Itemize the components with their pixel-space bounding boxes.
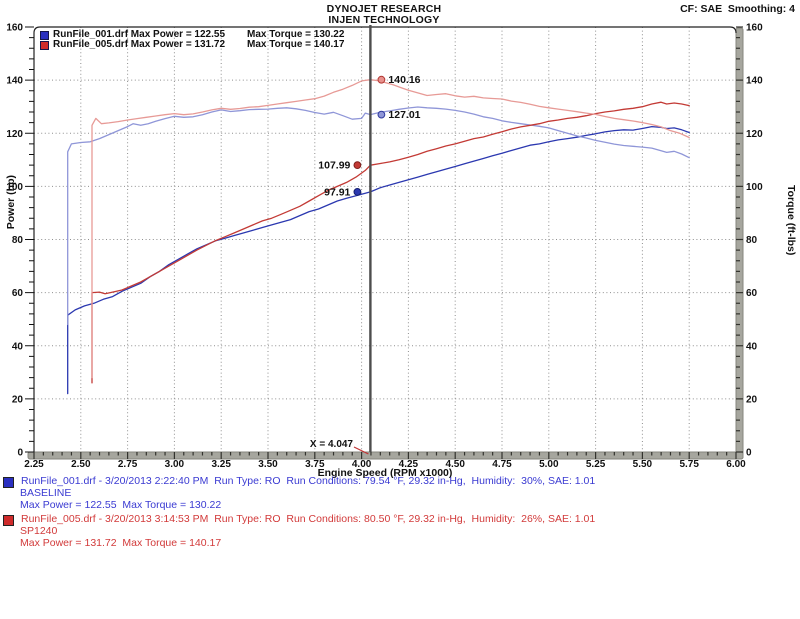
run-info-baseline: RunFile_001.drf - 3/20/2013 2:22:40 PM R… xyxy=(3,475,596,511)
y-tick-label: 100 xyxy=(6,182,23,193)
cursor-value-dot xyxy=(353,161,362,170)
chart-legend: RunFile_001.drf Max Power = 122.55 Max T… xyxy=(40,30,344,50)
rpm-axis-bar xyxy=(27,451,744,460)
legend-text: Max Torque = 140.17 xyxy=(247,39,345,50)
x-tick-label: 3.25 xyxy=(211,459,231,470)
x-tick-label: 2.75 xyxy=(118,459,138,470)
run-info-list: RunFile_001.drf - 3/20/2013 2:22:40 PM R… xyxy=(3,475,596,552)
x-tick-label: 6.00 xyxy=(726,459,746,470)
cursor-value-dot xyxy=(377,75,386,84)
y-tick-label: 0 xyxy=(746,448,752,459)
y-tick-label: 40 xyxy=(746,341,758,352)
y-tick-label: 140 xyxy=(6,76,23,87)
correction-smoothing-label: CF: SAE Smoothing: 4 xyxy=(680,3,795,15)
x-tick-label: 5.75 xyxy=(679,459,699,470)
legend-swatch-red xyxy=(40,40,49,50)
y-tick-label: 160 xyxy=(746,23,763,34)
x-tick-label: 3.00 xyxy=(165,459,185,470)
run-max-line: Max Power = 131.72 Max Torque = 140.17 xyxy=(20,536,222,549)
x-tick-label: 2.50 xyxy=(71,459,91,470)
curve-baseline-power xyxy=(67,125,690,395)
cursor-position-label: X = 4.047 xyxy=(309,439,353,450)
y-tick-label: 80 xyxy=(12,235,24,246)
chart-title-line1: DYNOJET RESEARCH xyxy=(326,3,442,15)
x-tick-label: 5.25 xyxy=(586,459,606,470)
run-file-line: RunFile_001.drf - 3/20/2013 2:22:40 PM R… xyxy=(21,475,596,487)
y-tick-label: 160 xyxy=(6,23,23,34)
run-max-line: Max Power = 122.55 Max Torque = 130.22 xyxy=(20,498,222,511)
y-tick-label: 140 xyxy=(746,76,763,87)
y-tick-label: 60 xyxy=(746,288,758,299)
y-tick-label: 20 xyxy=(12,394,24,405)
x-tick-label: 4.25 xyxy=(399,459,419,470)
legend-row-sp1240: RunFile_005.drf Max Power = 131.72 Max T… xyxy=(40,40,344,50)
plot-frame xyxy=(33,26,737,452)
cursor-value-label: 107.99 xyxy=(318,160,350,172)
legend-row-baseline: RunFile_001.drf Max Power = 122.55 Max T… xyxy=(40,30,344,40)
run-name: SP1240 xyxy=(20,525,58,537)
x-tick-label: 5.50 xyxy=(633,459,653,470)
y-tick-label: 20 xyxy=(746,394,758,405)
run-file-line: RunFile_005.drf - 3/20/2013 3:14:53 PM R… xyxy=(21,513,596,525)
cursor-value-dot xyxy=(353,188,362,196)
torque-axis-bar xyxy=(735,27,744,460)
run-name: BASELINE xyxy=(20,487,72,499)
torque-axis-label: Torque (ft-lbs) xyxy=(785,185,797,256)
legend-text: RunFile_005.drf Max Power = 131.72 xyxy=(53,39,226,50)
y-tick-label: 40 xyxy=(12,341,24,352)
y-tick-label: 80 xyxy=(746,235,758,246)
legend-swatch-blue xyxy=(40,30,49,40)
y-tick-label: 60 xyxy=(12,288,24,299)
rpm-axis-label: Engine Speed (RPM x1000) xyxy=(317,467,453,479)
curve-baseline-torque xyxy=(67,106,690,326)
cursor-value-label: 140.16 xyxy=(388,74,420,86)
y-tick-label: 100 xyxy=(746,182,763,193)
x-tick-label: 4.00 xyxy=(352,459,372,470)
curve-sp1240-power xyxy=(91,101,690,384)
x-tick-label: 4.75 xyxy=(492,459,512,470)
x-tick-label: 2.25 xyxy=(24,459,44,470)
legend-text: RunFile_001.drf Max Power = 122.55 xyxy=(53,29,226,40)
x-tick-label: 3.50 xyxy=(258,459,278,470)
x-tick-label: 5.00 xyxy=(539,459,559,470)
legend-text: Max Torque = 130.22 xyxy=(247,29,345,40)
run-swatch-red xyxy=(3,515,14,526)
cursor-value-label: 127.01 xyxy=(388,109,420,121)
cursor-pointer-line xyxy=(353,446,369,455)
x-tick-label: 4.50 xyxy=(445,459,465,470)
y-tick-label: 120 xyxy=(746,129,763,140)
chart-title-line2: INJEN TECHNOLOGY xyxy=(328,14,440,26)
y-tick-label: 0 xyxy=(17,448,23,459)
curve-sp1240-torque xyxy=(91,79,690,379)
cursor-value-dot xyxy=(377,110,386,119)
y-tick-label: 120 xyxy=(6,129,23,140)
run-info-sp1240: RunFile_005.drf - 3/20/2013 3:14:53 PM R… xyxy=(3,513,596,549)
run-swatch-blue xyxy=(3,477,14,488)
power-axis-label: Power (hp) xyxy=(5,175,17,230)
x-tick-label: 3.75 xyxy=(305,459,325,470)
cursor-value-label: 97.91 xyxy=(324,186,350,198)
